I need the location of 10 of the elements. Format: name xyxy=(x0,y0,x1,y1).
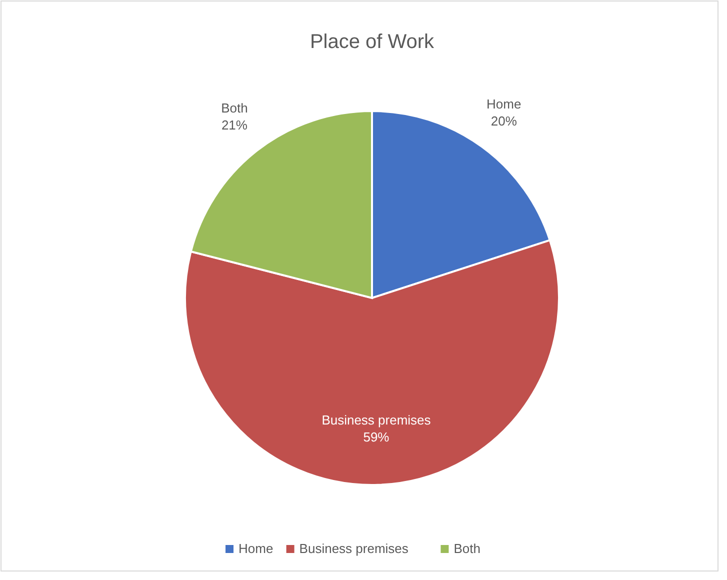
data-label: 59% xyxy=(363,430,390,445)
chart-title: Place of Work xyxy=(310,31,436,53)
data-label: 21% xyxy=(221,118,248,133)
slice-label: Business premises xyxy=(322,412,432,428)
legend-label: Business premises xyxy=(299,541,409,556)
legend-label: Both xyxy=(454,541,480,556)
slice-label: Both xyxy=(221,100,248,116)
legend-label: Home xyxy=(238,541,274,556)
slice-label: Home xyxy=(486,96,522,112)
data-label: 20% xyxy=(490,113,518,128)
